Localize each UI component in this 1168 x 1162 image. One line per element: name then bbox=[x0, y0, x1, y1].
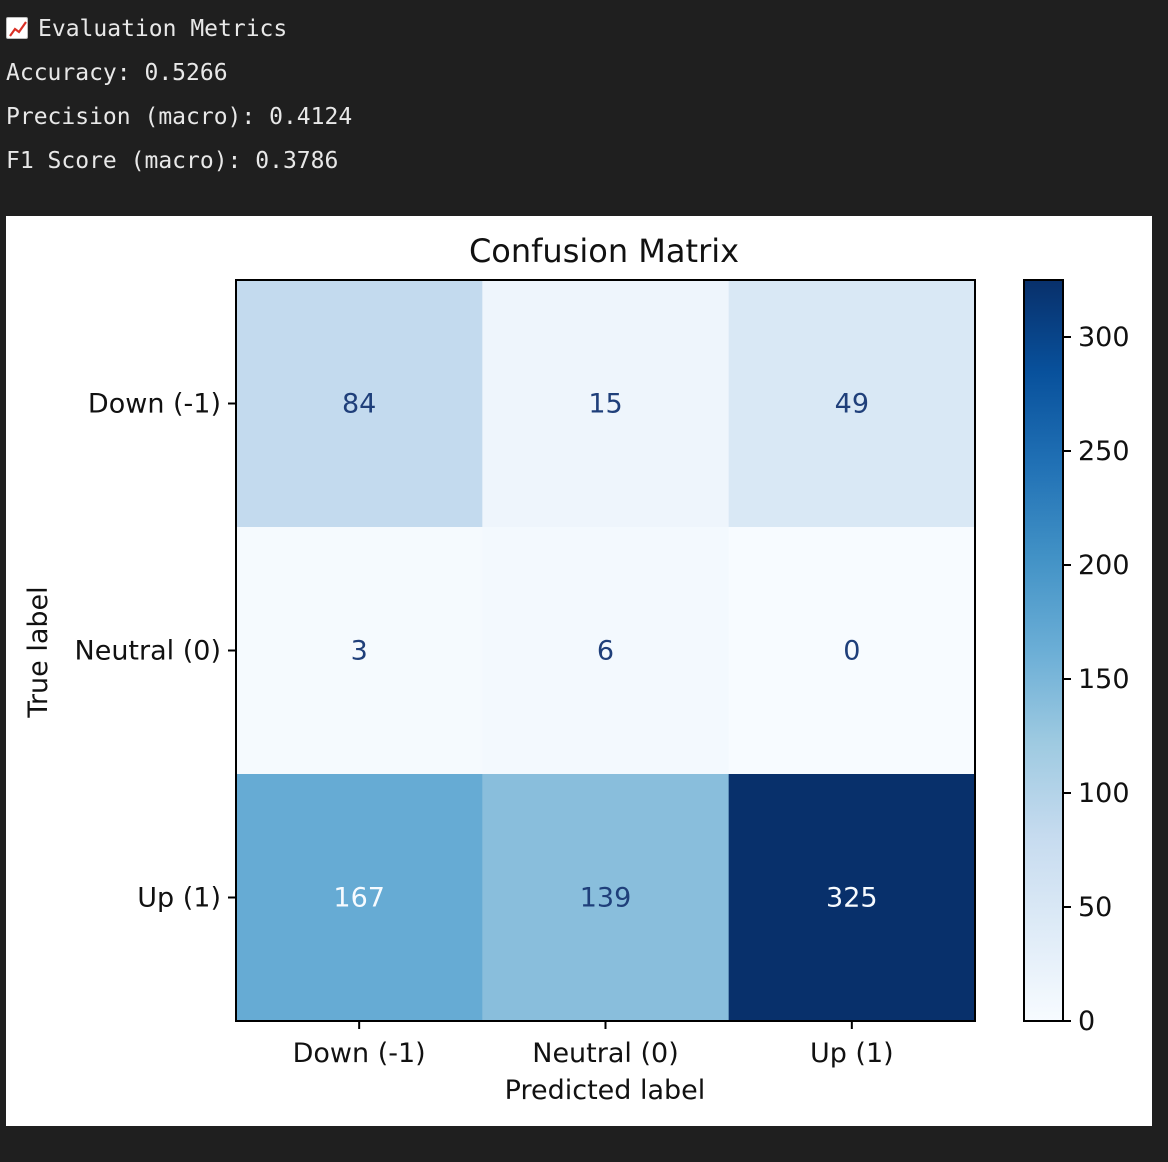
colorbar-tick-label: 150 bbox=[1078, 664, 1130, 695]
confusion-matrix-chart: Confusion Matrix 84 15 49 3 6 0 167 139 325 Down… bbox=[23, 232, 1130, 1106]
heatmap-cell bbox=[482, 527, 730, 775]
cell-value-label: 0 bbox=[843, 636, 860, 667]
chart-title: Confusion Matrix bbox=[469, 232, 739, 270]
x-tick-label: Neutral (0) bbox=[532, 1038, 678, 1069]
cell-value-label: 49 bbox=[835, 389, 869, 420]
y-tick-label: Down (-1) bbox=[88, 389, 221, 420]
colorbar bbox=[1023, 279, 1064, 1022]
y-axis-label: True label bbox=[23, 586, 54, 718]
colorbar-tick-label: 100 bbox=[1078, 778, 1130, 809]
heatmap-cell bbox=[236, 527, 483, 775]
cell-value-label: 15 bbox=[588, 389, 622, 420]
metrics-heading-text: Evaluation Metrics bbox=[38, 16, 288, 42]
cell-value-label: 139 bbox=[580, 883, 632, 914]
f1-score-text: F1 Score (macro): 0.3786 bbox=[6, 148, 339, 174]
heatmap-cell bbox=[482, 280, 730, 528]
x-tick-label: Up (1) bbox=[810, 1038, 894, 1069]
confusion-matrix-figure: Confusion Matrix 84 15 49 3 6 0 167 139 325 Down… bbox=[6, 216, 1152, 1126]
cell-value-label: 167 bbox=[333, 883, 385, 914]
colorbar-tick-label: 300 bbox=[1078, 322, 1130, 353]
heatmap-cell bbox=[728, 774, 976, 1022]
y-tick-label: Up (1) bbox=[137, 883, 221, 914]
precision-text: Precision (macro): 0.4124 bbox=[6, 104, 353, 130]
colorbar-tick-label: 0 bbox=[1078, 1006, 1095, 1037]
metrics-heading: Evaluation Metrics bbox=[6, 14, 287, 44]
accuracy-text: Accuracy: 0.5266 bbox=[6, 60, 228, 86]
cell-value-label: 84 bbox=[342, 389, 376, 420]
y-tick-label: Neutral (0) bbox=[75, 636, 221, 667]
cell-value-label: 3 bbox=[351, 636, 368, 667]
heatmap-cell bbox=[236, 774, 483, 1022]
x-axis-label: Predicted label bbox=[505, 1075, 706, 1106]
colorbar-tick-label: 200 bbox=[1078, 550, 1130, 581]
cell-value-label: 6 bbox=[597, 636, 614, 667]
colorbar-tick-label: 250 bbox=[1078, 436, 1130, 467]
chart-increasing-icon bbox=[6, 17, 28, 39]
heatmap-cell bbox=[482, 774, 730, 1022]
x-tick-label: Down (-1) bbox=[293, 1038, 426, 1069]
heatmap-cell bbox=[236, 280, 483, 528]
heatmap-cell bbox=[728, 280, 976, 528]
heatmap-cell bbox=[728, 527, 976, 775]
colorbar-tick-label: 50 bbox=[1078, 892, 1112, 923]
cell-value-label: 325 bbox=[826, 883, 878, 914]
